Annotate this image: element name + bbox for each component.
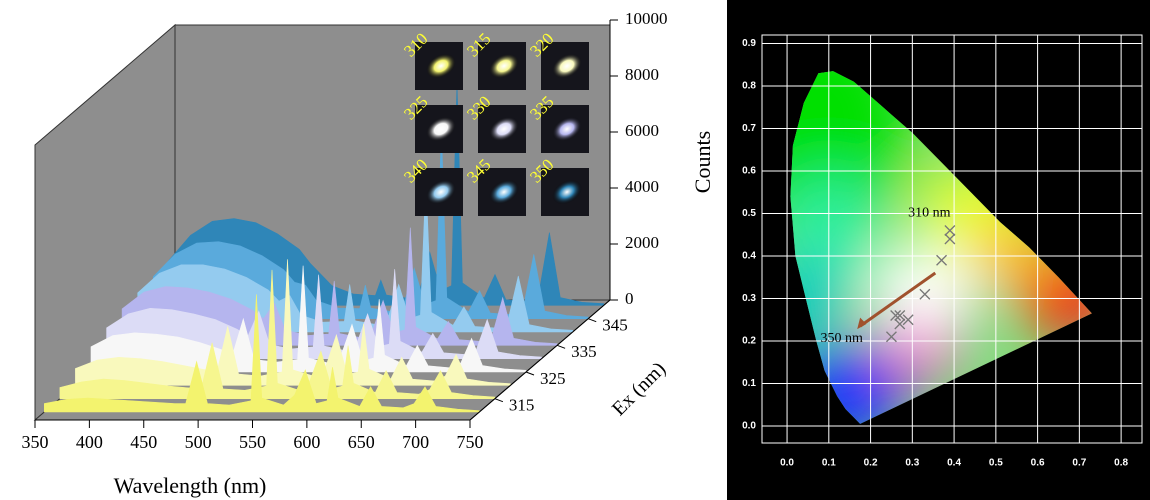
y-tick-label: 4000 <box>625 177 659 196</box>
x-tick-label: 0.1 <box>822 458 836 469</box>
x-tick-label: 0.2 <box>864 458 878 469</box>
z-tick <box>557 345 565 348</box>
y-tick-label: 0.8 <box>742 81 756 92</box>
x-tick-label: 650 <box>348 432 375 452</box>
z-tick <box>495 399 503 402</box>
y-tick-label: 0.4 <box>742 251 756 262</box>
x-tick-label: 0.7 <box>1072 458 1086 469</box>
x-tick-label: 750 <box>457 432 484 452</box>
x-tick-label: 700 <box>402 432 429 452</box>
x-tick-label: 400 <box>76 432 103 452</box>
y-tick-label: 8000 <box>625 65 659 84</box>
figure: Wavelength (nm) Counts Ex (nm) 020004000… <box>0 0 1150 500</box>
z-tick <box>588 319 596 322</box>
y-axis-label: Counts <box>690 131 715 193</box>
z-tick-label: 325 <box>540 369 566 388</box>
y-tick-label: 0.9 <box>742 38 756 49</box>
y-tick-label: 10000 <box>625 9 668 28</box>
z-tick <box>526 372 534 375</box>
x-tick-label: 0.4 <box>947 458 961 469</box>
annotation: 350 nm <box>820 331 863 346</box>
y-tick-label: 0.7 <box>742 123 756 134</box>
x-tick-label: 550 <box>239 432 266 452</box>
x-tick-label: 500 <box>185 432 212 452</box>
y-tick-label: 0.6 <box>742 166 756 177</box>
x-tick-label: 450 <box>130 432 157 452</box>
y-tick-label: 0.1 <box>742 378 756 389</box>
y-tick-label: 0 <box>625 289 634 308</box>
y-tick-label: 0.3 <box>742 293 756 304</box>
z-axis-label: Ex (nm) <box>608 358 670 420</box>
x-tick-label: 350 <box>22 432 49 452</box>
z-tick-label: 315 <box>509 396 535 415</box>
y-tick-label: 0.0 <box>742 421 756 432</box>
x-tick-label: 0.3 <box>905 458 919 469</box>
z-tick-label: 335 <box>571 342 597 361</box>
y-tick-label: 0.5 <box>742 208 756 219</box>
x-tick-label: 0.0 <box>780 458 794 469</box>
x-tick-label: 0.6 <box>1031 458 1045 469</box>
x-tick-label: 0.5 <box>989 458 1003 469</box>
y-tick-label: 6000 <box>625 121 659 140</box>
waterfall-chart: Wavelength (nm) Counts Ex (nm) 0 2000 4000… <box>22 9 716 498</box>
y-tick-label: 2000 <box>625 233 659 252</box>
annotation: 310 nm <box>908 206 951 221</box>
z-tick-label: 345 <box>602 316 628 335</box>
x-tick-label: 600 <box>293 432 320 452</box>
x-tick-label: 0.8 <box>1114 458 1128 469</box>
y-tick-label: 0.2 <box>742 336 756 347</box>
x-axis-label: Wavelength (nm) <box>114 473 267 498</box>
